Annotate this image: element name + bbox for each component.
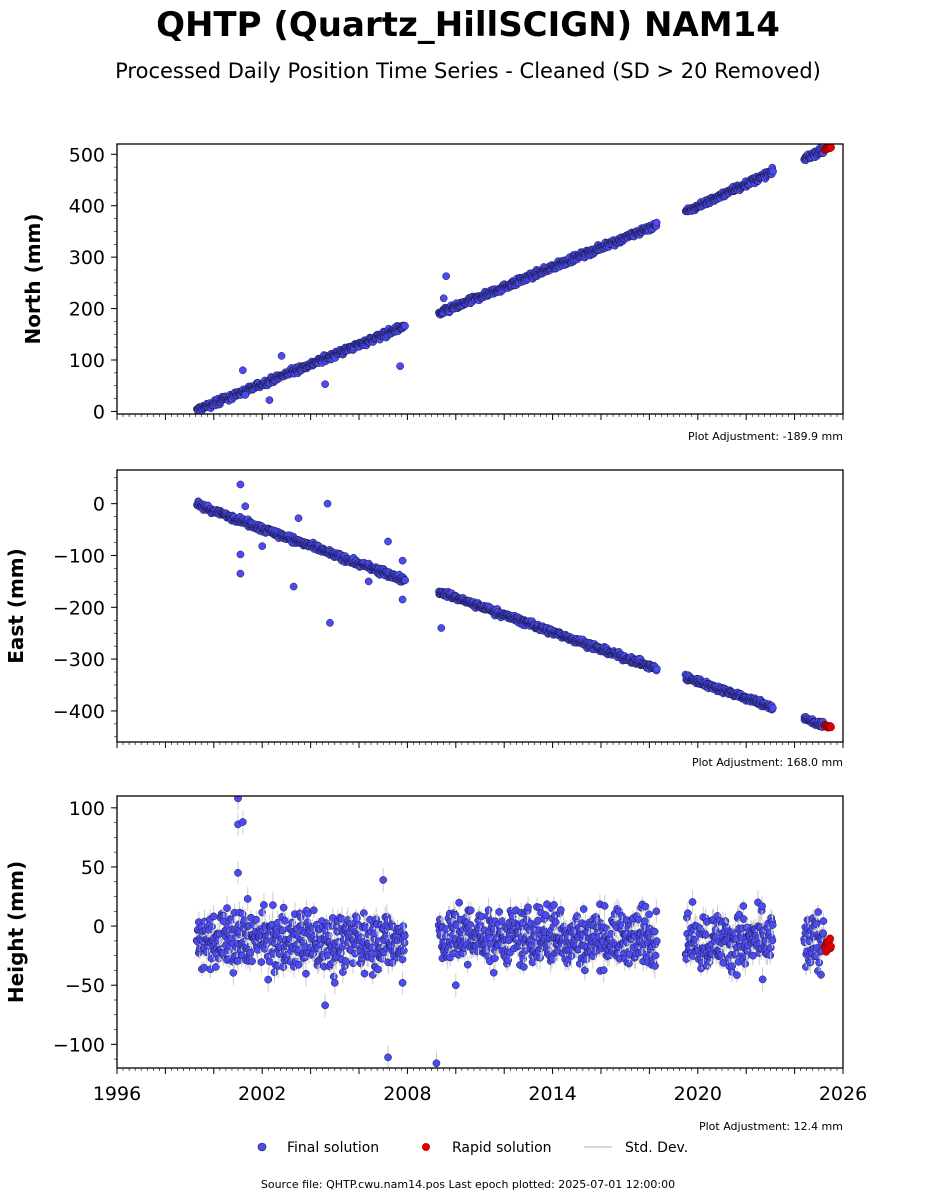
final-solution-point <box>396 362 404 371</box>
final-solution-point <box>769 167 777 176</box>
final-solution-point <box>401 576 410 585</box>
final-solution-point <box>768 703 777 712</box>
y-tick-label: 100 <box>69 350 105 372</box>
final-solution-point <box>321 380 329 389</box>
rapid-solution-point <box>826 144 835 152</box>
north-panel: 0 100 200 300 400 500 North (mm) Plot Adjustmen… <box>21 143 844 443</box>
plot-area <box>193 144 835 414</box>
y-axis-label: North (mm) <box>21 213 45 344</box>
final-solution-point <box>439 294 448 303</box>
figure-title: QHTP (Quartz_HillSCIGN) NAM14 <box>156 5 780 45</box>
y-tick-label: 0 <box>93 401 105 423</box>
final-solution-point <box>265 396 274 404</box>
plot-adjustment-note: Plot Adjustment: -189.9 mm <box>688 430 843 443</box>
final-solution-point <box>652 218 661 227</box>
y-tick-label: 500 <box>69 144 105 166</box>
y-tick-label: 400 <box>69 196 105 218</box>
final-solution-point <box>277 352 286 360</box>
plot-area <box>193 480 835 732</box>
y-tick-label: 300 <box>69 247 105 269</box>
final-solution-point <box>442 272 450 281</box>
final-solution-point <box>238 366 247 375</box>
final-solution-point <box>401 322 409 330</box>
final-solution-point <box>652 664 661 673</box>
final-solution-point <box>241 391 250 399</box>
figure-subtitle: Processed Daily Position Time Series - C… <box>115 59 821 83</box>
y-tick-label: 200 <box>69 299 105 321</box>
